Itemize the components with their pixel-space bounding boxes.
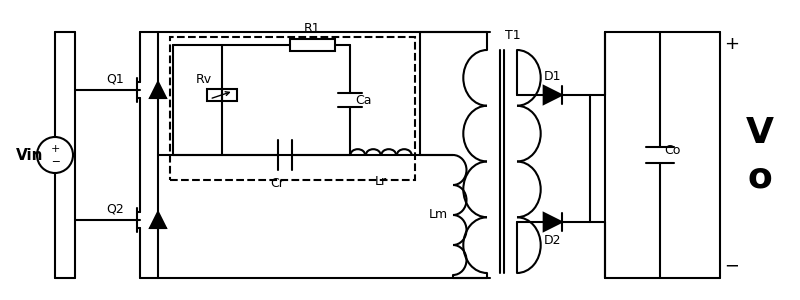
- Text: ─: ─: [52, 156, 58, 166]
- Polygon shape: [150, 82, 166, 98]
- Bar: [170, 37, 415, 180]
- Polygon shape: [544, 213, 562, 231]
- Text: Cr: Cr: [270, 177, 284, 190]
- Bar: [206, 89, 237, 101]
- Text: o: o: [748, 160, 772, 194]
- Text: +: +: [50, 144, 60, 154]
- Text: Lr: Lr: [375, 175, 387, 188]
- Text: D1: D1: [544, 70, 562, 83]
- Text: Rv: Rv: [195, 73, 211, 86]
- Text: Q2: Q2: [106, 202, 124, 215]
- Text: Vin: Vin: [16, 148, 44, 163]
- Text: Ca: Ca: [355, 94, 371, 106]
- Text: Q1: Q1: [106, 72, 124, 85]
- Polygon shape: [544, 86, 562, 104]
- Text: +: +: [725, 35, 739, 53]
- Text: V: V: [746, 116, 774, 150]
- Text: Co: Co: [664, 143, 680, 157]
- Text: R1: R1: [304, 22, 321, 35]
- Text: T1: T1: [505, 29, 521, 42]
- Polygon shape: [150, 212, 166, 228]
- Circle shape: [37, 137, 73, 173]
- Text: ─: ─: [726, 257, 738, 275]
- Text: D2: D2: [544, 234, 562, 247]
- Bar: [290, 39, 335, 51]
- Text: Lm: Lm: [429, 208, 448, 221]
